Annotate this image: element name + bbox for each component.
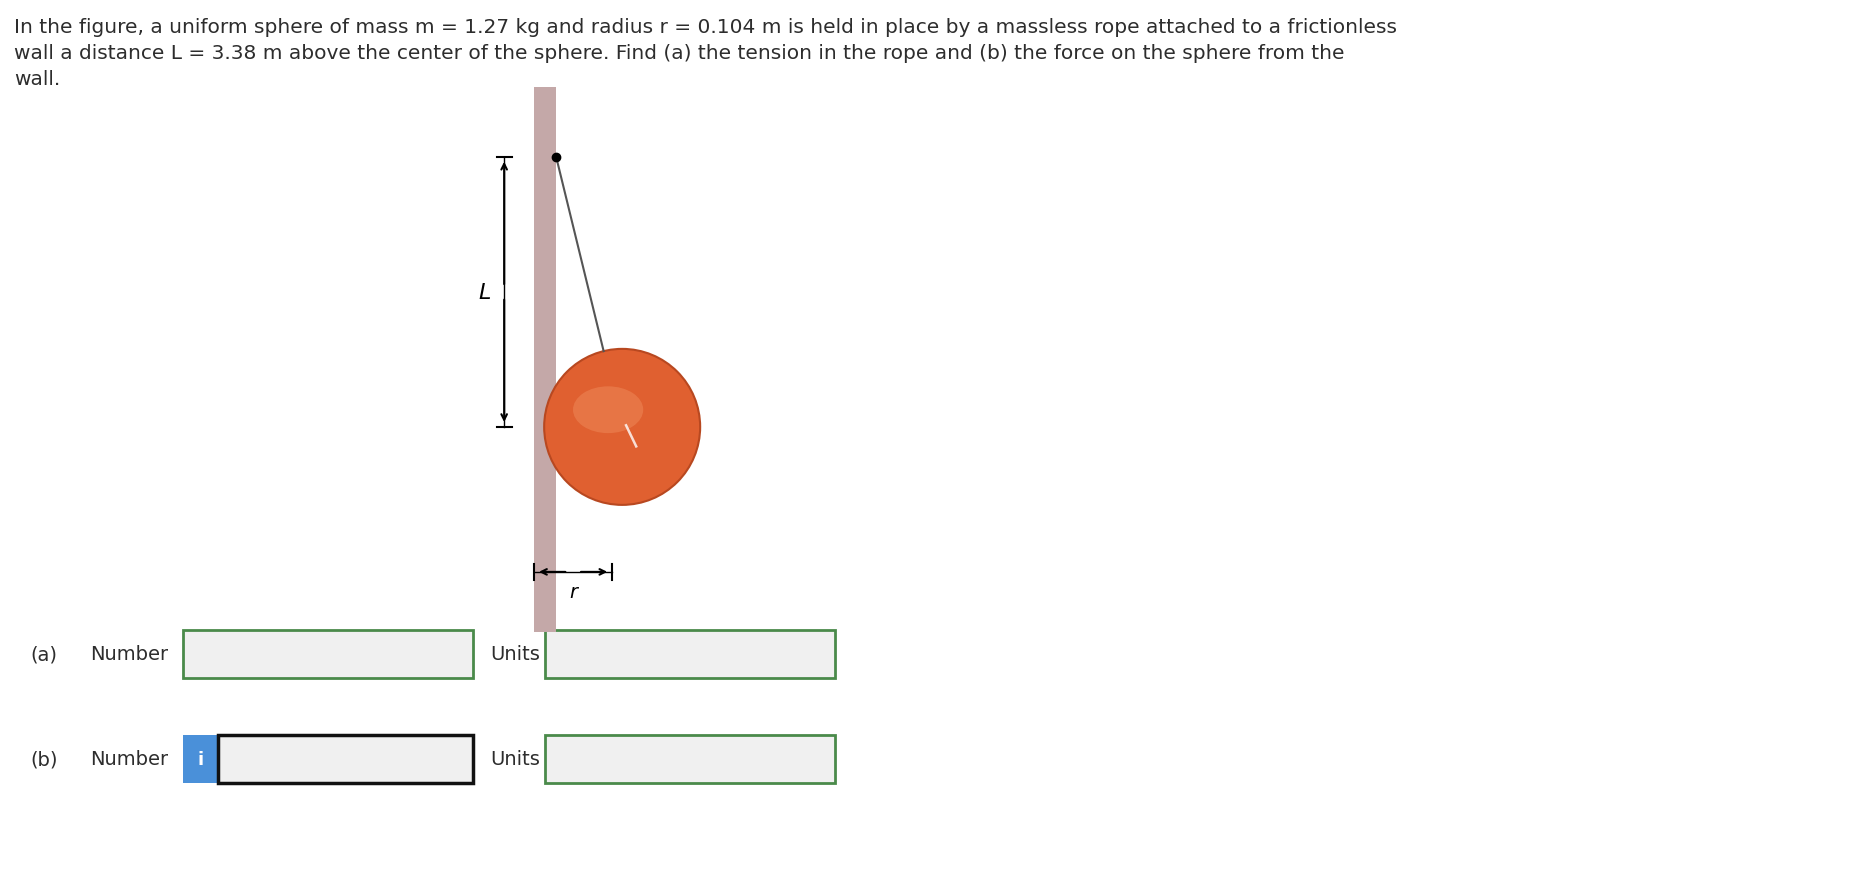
Bar [183, 735, 218, 783]
Ellipse shape [574, 387, 643, 434]
Text: wall a distance L = 3.38 m above the center of the sphere. Find (a) the tension : wall a distance L = 3.38 m above the cen… [15, 44, 1345, 63]
Text: (b): (b) [30, 750, 58, 768]
Text: Units: Units [490, 644, 540, 664]
Text: Number: Number [89, 644, 168, 664]
Text: Number: Number [89, 750, 168, 768]
Text: ⌄: ⌄ [812, 645, 827, 663]
Text: In the figure, a uniform sphere of mass m = 1.27 kg and radius r = 0.104 m is he: In the figure, a uniform sphere of mass … [15, 18, 1397, 37]
Text: Units: Units [490, 750, 540, 768]
Bar [535, 88, 557, 632]
Text: r: r [570, 583, 578, 601]
Bar [546, 735, 835, 783]
Bar [546, 630, 835, 678]
Text: i: i [197, 750, 203, 768]
Text: wall.: wall. [15, 70, 60, 89]
Text: ⌄: ⌄ [812, 750, 827, 768]
Text: (a): (a) [30, 644, 58, 664]
Text: L: L [479, 283, 490, 303]
Bar [183, 630, 473, 678]
Circle shape [544, 349, 700, 506]
Bar [218, 735, 473, 783]
